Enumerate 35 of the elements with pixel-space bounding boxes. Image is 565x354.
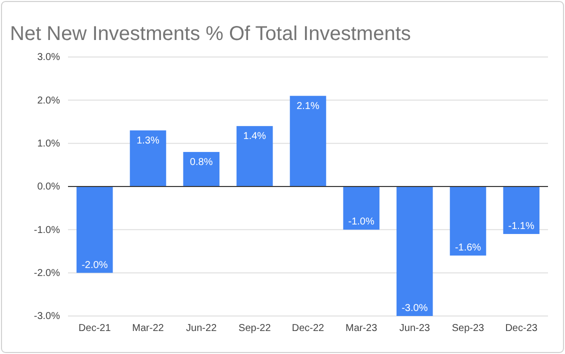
data-label: 1.4% <box>243 131 266 142</box>
x-tick-label: Mar-23 <box>345 323 378 334</box>
y-tick-label: -2.0% <box>34 268 60 280</box>
x-tick-label: Dec-22 <box>292 323 325 334</box>
bar <box>236 126 273 186</box>
data-label: -1.0% <box>348 216 374 228</box>
y-tick-label: 1.0% <box>37 138 60 150</box>
data-label: 1.3% <box>136 135 160 146</box>
bar <box>396 186 433 316</box>
x-tick-label: Dec-23 <box>505 323 538 334</box>
bar <box>343 186 380 230</box>
y-tick-label: -1.0% <box>34 224 60 236</box>
bar <box>130 130 166 186</box>
y-tick-label: 2.0% <box>37 95 60 106</box>
y-tick-label: 3.0% <box>37 52 60 64</box>
y-tick-label: -3.0% <box>34 311 60 322</box>
bar <box>76 186 113 273</box>
data-label: -2.0% <box>82 260 108 271</box>
x-tick-label: Dec-21 <box>78 323 112 334</box>
bar <box>450 186 486 256</box>
x-tick-label: Sep-22 <box>238 323 272 334</box>
chart-title: Net New Investments % Of Total Investments <box>10 23 411 45</box>
data-label: 0.8% <box>190 156 213 168</box>
data-label: -3.0% <box>402 303 428 314</box>
bar <box>183 152 220 186</box>
x-tick-label: Jun-23 <box>399 323 430 334</box>
bar <box>503 186 540 234</box>
data-label: -1.1% <box>508 220 534 232</box>
y-tick-label: 0.0% <box>37 182 60 193</box>
x-tick-label: Mar-22 <box>132 323 164 334</box>
x-tick-label: Sep-23 <box>452 323 485 334</box>
x-tick-label: Jun-22 <box>186 323 218 334</box>
data-label: -1.6% <box>454 242 482 254</box>
data-label: 2.1% <box>296 100 320 112</box>
bar <box>290 96 326 186</box>
